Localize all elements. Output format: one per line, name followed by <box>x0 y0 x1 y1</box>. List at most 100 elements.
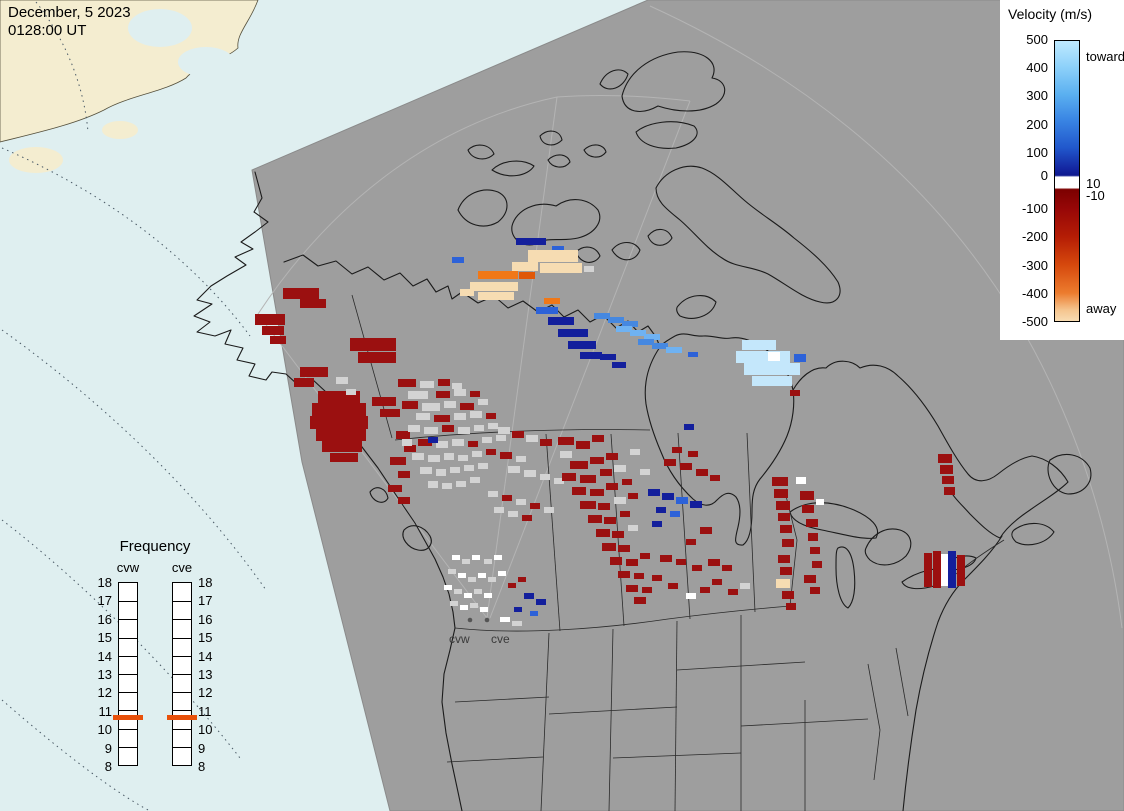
radar-cell <box>768 352 780 361</box>
radar-cell <box>404 445 416 452</box>
radar-cell <box>460 403 474 410</box>
state-border <box>446 756 544 763</box>
radar-cell <box>570 461 588 469</box>
radar-cell <box>688 451 698 457</box>
radar-cell <box>502 495 512 501</box>
radar-cell <box>398 471 410 478</box>
radar-cell <box>470 603 478 608</box>
state-border <box>608 628 614 811</box>
radar-cell <box>604 517 616 524</box>
radar-cell <box>644 334 660 340</box>
radar-cell <box>590 489 604 496</box>
frequency-tick <box>119 746 137 748</box>
radar-cell <box>540 439 552 446</box>
radar-cell <box>300 299 326 308</box>
radar-cell <box>330 453 358 462</box>
radar-cell <box>580 501 596 509</box>
southampton-island <box>676 295 717 319</box>
radar-cell <box>652 521 662 527</box>
velocity-tick-label: 500 <box>1026 32 1048 47</box>
velocity-direction-label: away <box>1086 301 1117 317</box>
radar-cell <box>496 435 506 441</box>
frequency-tick-label: 11 <box>98 703 113 719</box>
radar-cell <box>402 401 418 409</box>
arctic-island <box>467 144 495 160</box>
radar-cell <box>812 561 822 568</box>
banks-island <box>457 189 508 227</box>
frequency-column-header: cvw <box>116 560 140 575</box>
radar-cell <box>454 413 466 420</box>
gulf-st-lawrence <box>949 455 1069 539</box>
radar-cell <box>710 475 720 481</box>
radar-cell <box>470 282 518 291</box>
radar-cell <box>608 317 624 323</box>
radar-cell <box>652 575 662 581</box>
radar-cell <box>648 489 660 496</box>
vancouver-island <box>402 525 432 551</box>
state-border <box>740 718 869 727</box>
radar-cell <box>786 603 796 610</box>
radar-cell <box>444 401 456 408</box>
radar-cell <box>612 531 624 538</box>
radar-cell <box>572 487 586 495</box>
radar-cell <box>600 469 612 476</box>
radar-cell <box>428 455 440 462</box>
radar-cell <box>558 329 588 337</box>
radar-cell <box>794 354 806 362</box>
radar-cell <box>482 437 492 443</box>
frequency-tick <box>119 637 137 639</box>
radar-cell <box>428 437 438 443</box>
radar-cell <box>478 573 486 578</box>
radar-cell <box>472 451 482 457</box>
province-border <box>545 433 561 632</box>
velocity-direction-label: -10 <box>1086 187 1105 203</box>
radar-cell <box>478 292 514 300</box>
radar-cell <box>474 589 482 594</box>
state-border <box>867 663 881 781</box>
radar-cell <box>514 607 522 612</box>
radar-cell <box>666 347 682 353</box>
frequency-tick-label: 13 <box>198 667 213 682</box>
radar-cell <box>454 589 462 594</box>
radar-cell <box>508 511 518 517</box>
radar-cell <box>436 441 448 448</box>
radar-cell <box>940 465 953 474</box>
velocity-tick-label: 0 <box>1040 167 1048 183</box>
radar-cell <box>652 343 668 349</box>
state-border <box>548 706 678 715</box>
velocity-legend: Velocity (m/s) 500 400 300 200 100 0 -100 -200 -… <box>1000 0 1124 340</box>
radar-cell <box>536 307 558 314</box>
radar-cell <box>528 250 578 262</box>
radar-cell <box>470 391 480 397</box>
radar-cell <box>544 298 560 304</box>
radar-cell <box>626 585 638 592</box>
frequency-tick-label: 16 <box>97 611 112 627</box>
radar-cell <box>398 497 410 504</box>
radar-cell <box>536 599 546 605</box>
radar-cell <box>484 559 492 564</box>
radar-cell <box>474 425 484 431</box>
radar-cell <box>458 427 470 434</box>
radar-cell <box>464 593 472 598</box>
radar-cell <box>522 515 532 521</box>
radar-cell <box>408 425 420 432</box>
state-border <box>612 752 742 759</box>
radar-cell <box>590 457 604 464</box>
radar-cell <box>500 617 510 622</box>
arctic-island <box>539 130 563 146</box>
us-canada-border <box>454 605 791 632</box>
velocity-tick-label: 400 <box>1026 60 1048 76</box>
radar-cell <box>416 413 430 420</box>
frequency-tick <box>119 710 137 712</box>
radar-cell <box>516 499 526 505</box>
radar-cell <box>396 431 410 439</box>
velocity-tick-label: 200 <box>1026 116 1048 132</box>
radar-cell <box>438 379 450 386</box>
radar-cell <box>436 391 450 398</box>
outside-sea-inlet <box>178 47 234 77</box>
radar-cell <box>804 575 816 583</box>
haida-gwaii <box>369 487 389 503</box>
frequency-tick-label: 12 <box>97 685 112 701</box>
radar-cell <box>420 467 432 474</box>
